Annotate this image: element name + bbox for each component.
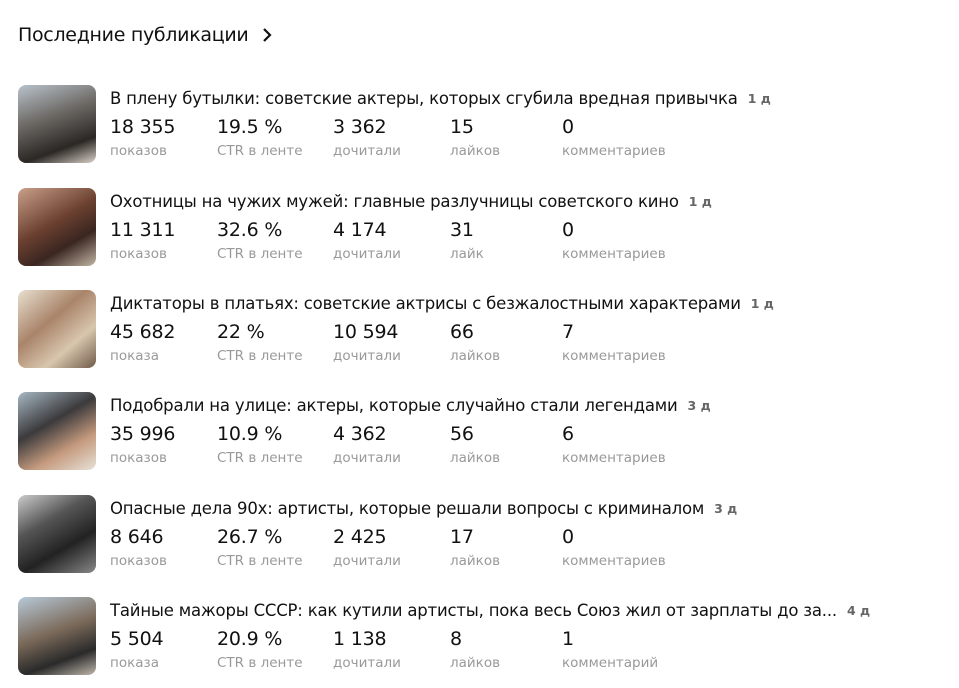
stat-label: лайков	[450, 553, 501, 569]
stat-label: CTR в ленте	[217, 246, 303, 262]
stat-label: дочитали	[333, 143, 401, 159]
section-header[interactable]: Последние публикации	[18, 22, 273, 48]
stat-value: 18 355	[110, 116, 176, 138]
stat-label: дочитали	[333, 246, 401, 262]
stat-label: CTR в ленте	[217, 348, 303, 364]
stat-value: 2 425	[333, 526, 387, 548]
publication-row[interactable]: Диктаторы в платьях: советские актрисы с…	[0, 290, 959, 370]
stat-value: 1 138	[333, 628, 387, 650]
publication-title: Опасные дела 90х: артисты, которые решал…	[110, 498, 705, 518]
stat-label: лайков	[450, 655, 501, 671]
stat-value: 20.9 %	[217, 628, 283, 650]
stat-label: показов	[110, 246, 167, 262]
stat-label: лайков	[450, 348, 501, 364]
stat-value: 4 174	[333, 219, 387, 241]
stat-label: дочитали	[333, 348, 401, 364]
stat-value: 3 362	[333, 116, 387, 138]
publication-title: Охотницы на чужих мужей: главные разлучн…	[110, 191, 679, 211]
publication-title: В плену бутылки: советские актеры, котор…	[110, 88, 738, 108]
stat-label: показов	[110, 143, 167, 159]
thumbnail	[18, 392, 96, 470]
stat-value: 35 996	[110, 423, 176, 445]
stat-label: комментариев	[562, 348, 666, 364]
publication-age: 3 д	[687, 397, 711, 413]
stat-value: 10.9 %	[217, 423, 283, 445]
stat-label: лайков	[450, 143, 501, 159]
stat-label: CTR в ленте	[217, 553, 303, 569]
stat-value: 32.6 %	[217, 219, 283, 241]
stat-value: 0	[562, 219, 574, 241]
publication-row[interactable]: Опасные дела 90х: артисты, которые решал…	[0, 495, 959, 575]
stat-label: дочитали	[333, 655, 401, 671]
stat-value: 56	[450, 423, 474, 445]
title-line: Диктаторы в платьях: советские актрисы с…	[110, 292, 774, 314]
publication-age: 1 д	[688, 193, 712, 209]
publication-age: 1 д	[750, 295, 774, 311]
stat-value: 0	[562, 116, 574, 138]
title-line: Опасные дела 90х: артисты, которые решал…	[110, 497, 737, 519]
stat-value: 66	[450, 321, 474, 343]
title-line: Подобрали на улице: актеры, которые случ…	[110, 394, 711, 416]
publication-title: Тайные мажоры СССР: как кутили артисты, …	[110, 600, 837, 620]
publication-row[interactable]: Охотницы на чужих мужей: главные разлучн…	[0, 188, 959, 268]
stat-label: комментариев	[562, 553, 666, 569]
thumbnail	[18, 597, 96, 675]
stat-label: показа	[110, 655, 159, 671]
section-title: Последние публикации	[18, 24, 249, 46]
stat-label: дочитали	[333, 553, 401, 569]
title-line: В плену бутылки: советские актеры, котор…	[110, 87, 771, 109]
stat-value: 22 %	[217, 321, 265, 343]
stat-value: 15	[450, 116, 474, 138]
stat-value: 4 362	[333, 423, 387, 445]
publication-age: 3 д	[714, 500, 738, 516]
stat-value: 1	[562, 628, 574, 650]
stat-value: 26.7 %	[217, 526, 283, 548]
stat-label: CTR в ленте	[217, 143, 303, 159]
title-line: Тайные мажоры СССР: как кутили артисты, …	[110, 599, 870, 621]
stat-label: комментариев	[562, 246, 666, 262]
stat-label: лайков	[450, 450, 501, 466]
stat-value: 11 311	[110, 219, 176, 241]
stat-value: 17	[450, 526, 474, 548]
stat-label: показов	[110, 450, 167, 466]
stat-label: комментарий	[562, 655, 659, 671]
stat-value: 8 646	[110, 526, 164, 548]
thumbnail	[18, 495, 96, 573]
stat-value: 6	[562, 423, 574, 445]
publication-row[interactable]: В плену бутылки: советские актеры, котор…	[0, 85, 959, 165]
stat-value: 0	[562, 526, 574, 548]
stat-label: лайк	[450, 246, 484, 262]
stat-label: показа	[110, 348, 159, 364]
publication-row[interactable]: Подобрали на улице: актеры, которые случ…	[0, 392, 959, 472]
stat-value: 45 682	[110, 321, 176, 343]
stat-value: 8	[450, 628, 462, 650]
publication-age: 1 д	[747, 90, 771, 106]
stat-label: дочитали	[333, 450, 401, 466]
stat-label: показов	[110, 553, 167, 569]
stat-value: 10 594	[333, 321, 399, 343]
publication-row[interactable]: Тайные мажоры СССР: как кутили артисты, …	[0, 597, 959, 677]
thumbnail	[18, 290, 96, 368]
stat-label: CTR в ленте	[217, 655, 303, 671]
title-line: Охотницы на чужих мужей: главные разлучн…	[110, 190, 712, 212]
stat-value: 7	[562, 321, 574, 343]
stat-label: CTR в ленте	[217, 450, 303, 466]
publication-title: Диктаторы в платьях: советские актрисы с…	[110, 293, 741, 313]
stat-label: комментариев	[562, 450, 666, 466]
stat-label: комментариев	[562, 143, 666, 159]
stat-value: 5 504	[110, 628, 164, 650]
chevron	[263, 28, 273, 42]
publication-title: Подобрали на улице: актеры, которые случ…	[110, 395, 678, 415]
stat-value: 19.5 %	[217, 116, 283, 138]
thumbnail	[18, 85, 96, 163]
publication-age: 4 д	[846, 602, 871, 618]
thumbnail	[18, 188, 96, 266]
stat-value: 31	[450, 219, 474, 241]
